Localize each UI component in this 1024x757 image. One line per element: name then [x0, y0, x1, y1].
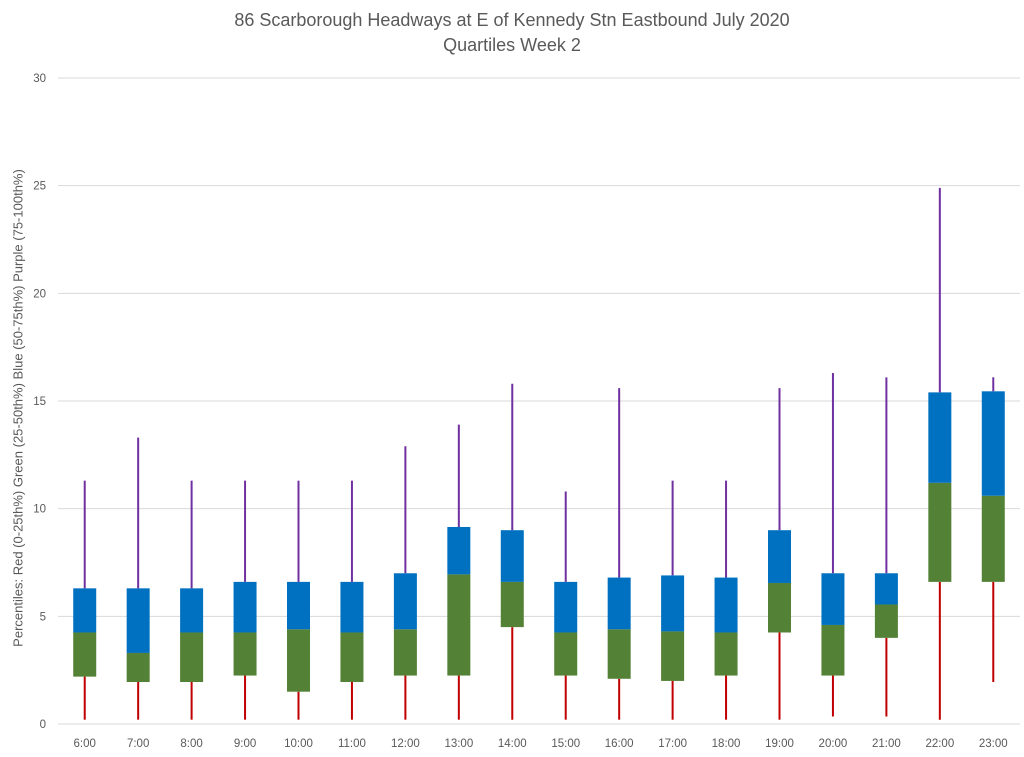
box-lower-quartile [768, 582, 791, 633]
box-lower-quartile [393, 629, 417, 676]
box-upper-quartile [126, 588, 150, 653]
box-20:00 [821, 373, 845, 717]
box-10:00 [287, 480, 310, 720]
box-upper-quartile [340, 581, 364, 633]
box-lower-quartile [287, 629, 310, 692]
x-tick-label: 19:00 [765, 738, 794, 750]
y-tick-label: 0 [40, 719, 46, 731]
box-8:00 [180, 480, 204, 720]
x-tick-label: 17:00 [658, 738, 687, 750]
box-upper-quartile [554, 581, 578, 633]
box-14:00 [500, 383, 524, 720]
box-upper-quartile [768, 530, 791, 583]
x-tick-label: 7:00 [127, 738, 149, 750]
x-tick-label: 13:00 [444, 738, 473, 750]
box-upper-quartile [714, 577, 738, 633]
box-12:00 [393, 446, 417, 720]
box-lower-quartile [73, 632, 97, 677]
box-11:00 [340, 480, 364, 720]
box-upper-quartile [874, 573, 898, 605]
box-upper-quartile [393, 573, 417, 630]
box-9:00 [233, 480, 257, 720]
box-23:00 [981, 377, 1005, 683]
box-lower-quartile [874, 604, 898, 638]
box-upper-quartile [500, 530, 524, 582]
box-18:00 [714, 480, 738, 720]
x-tick-label: 15:00 [551, 738, 580, 750]
box-upper-quartile [981, 391, 1005, 496]
box-upper-quartile [233, 581, 257, 633]
box-lower-quartile [981, 495, 1005, 582]
box-16:00 [607, 388, 631, 720]
box-upper-quartile [607, 577, 631, 630]
x-tick-label: 10:00 [284, 738, 313, 750]
x-tick-label: 11:00 [338, 738, 366, 750]
box-13:00 [447, 424, 471, 720]
box-lower-quartile [233, 632, 257, 676]
box-lower-quartile [714, 632, 738, 676]
x-tick-label: 16:00 [605, 738, 634, 750]
x-tick-label: 14:00 [498, 738, 527, 750]
x-tick-label: 22:00 [925, 738, 954, 750]
chart-title: 86 Scarborough Headways at E of Kennedy … [234, 10, 790, 30]
box-upper-quartile [447, 526, 471, 575]
box-upper-quartile [661, 575, 685, 632]
x-tick-label: 8:00 [180, 738, 202, 750]
box-17:00 [661, 480, 685, 720]
y-tick-label: 25 [33, 181, 46, 193]
x-tick-label: 12:00 [391, 738, 420, 750]
x-tick-label: 23:00 [979, 738, 1008, 750]
box-21:00 [874, 377, 898, 717]
x-tick-label: 9:00 [234, 738, 256, 750]
x-tick-label: 18:00 [712, 738, 741, 750]
box-upper-quartile [928, 392, 952, 483]
box-lower-quartile [500, 581, 524, 628]
box-lower-quartile [554, 632, 578, 676]
y-tick-label: 30 [33, 73, 46, 85]
box-lower-quartile [928, 482, 952, 582]
x-tick-label: 20:00 [819, 738, 848, 750]
box-lower-quartile [340, 632, 364, 683]
box-lower-quartile [607, 629, 631, 679]
box-lower-quartile [821, 624, 845, 676]
box-lower-quartile [180, 632, 204, 683]
chart-subtitle: Quartiles Week 2 [443, 35, 581, 55]
box-7:00 [126, 437, 150, 720]
box-upper-quartile [821, 573, 845, 625]
box-22:00 [928, 187, 952, 720]
y-tick-label: 15 [33, 396, 46, 408]
box-19:00 [768, 388, 791, 720]
y-tick-label: 10 [33, 504, 46, 516]
y-tick-label: 20 [33, 288, 46, 300]
y-tick-label: 5 [40, 611, 46, 623]
x-tick-label: 6:00 [74, 738, 96, 750]
box-upper-quartile [180, 588, 204, 633]
box-upper-quartile [287, 581, 310, 630]
box-15:00 [554, 491, 578, 720]
box-lower-quartile [126, 652, 150, 683]
box-lower-quartile [661, 631, 685, 681]
box-6:00 [73, 480, 97, 720]
x-tick-label: 21:00 [872, 738, 901, 750]
box-upper-quartile [73, 588, 97, 633]
box-lower-quartile [447, 574, 471, 676]
